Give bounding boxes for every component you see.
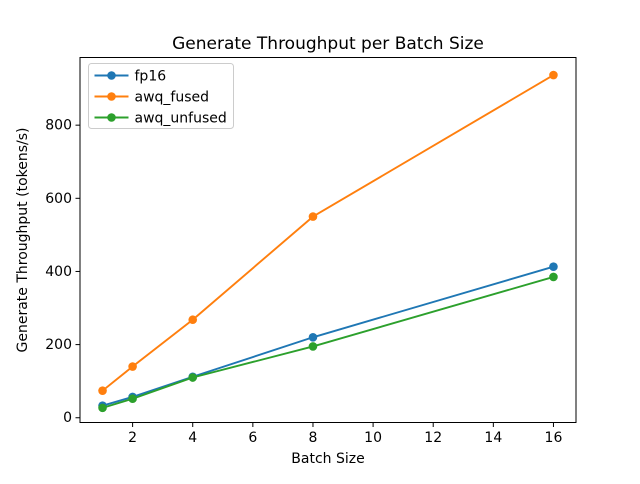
data-point-marker-awq_fused [188,315,198,325]
y-axis-ticks: 0 200 400 600 800 [45,118,80,426]
y-tick-label: 600 [45,191,72,207]
x-tick-label: 2 [128,430,137,446]
y-tick-label: 200 [45,337,72,353]
x-axis-ticks: 2 4 6 8 10 12 14 16 [128,422,563,446]
legend-box [88,63,234,129]
x-tick-label: 4 [188,430,197,446]
legend-swatch-marker [107,71,116,80]
legend: fp16 awq_fused awq_unfused [88,63,234,129]
x-tick-label: 8 [309,430,318,446]
y-tick-label: 800 [45,118,72,134]
data-point-marker-awq_unfused [549,272,558,282]
chart-title: Generate Throughput per Batch Size [172,34,484,54]
data-point-marker-awq_fused [308,212,318,221]
data-point-marker-awq_unfused [308,342,318,351]
y-tick-label: 0 [63,410,72,426]
legend-label: fp16 [135,69,167,85]
data-point-marker-awq_fused [98,386,107,395]
legend-label: awq_fused [135,90,210,106]
data-point-marker-awq_fused [128,362,137,371]
x-tick-label: 6 [248,430,257,446]
plot-area [79,57,577,423]
y-axis-label: Generate Throughput (tokens/s) [15,128,31,353]
legend-entry: awq_unfused [94,111,227,127]
legend-entry: awq_fused [94,90,210,106]
data-point-marker-awq_unfused [98,403,107,413]
series-line-awq_unfused [102,276,554,409]
x-tick-label: 14 [484,430,502,446]
legend-label: awq_unfused [135,111,227,127]
data-point-marker-awq_unfused [188,373,198,382]
data-point-marker-fp16 [308,332,318,342]
legend-swatch-marker [107,113,116,122]
x-tick-label: 10 [364,430,382,446]
legend-entry: fp16 [94,69,167,85]
y-tick-label: 400 [45,264,72,280]
data-point-marker-awq_unfused [128,394,137,404]
x-tick-label: 12 [424,430,442,446]
x-axis-label: Batch Size [291,451,364,467]
x-tick-label: 16 [545,430,563,446]
series-lines [98,70,558,413]
data-point-marker-awq_fused [549,70,558,80]
data-point-marker-fp16 [549,262,558,271]
legend-swatch-marker [107,92,116,101]
